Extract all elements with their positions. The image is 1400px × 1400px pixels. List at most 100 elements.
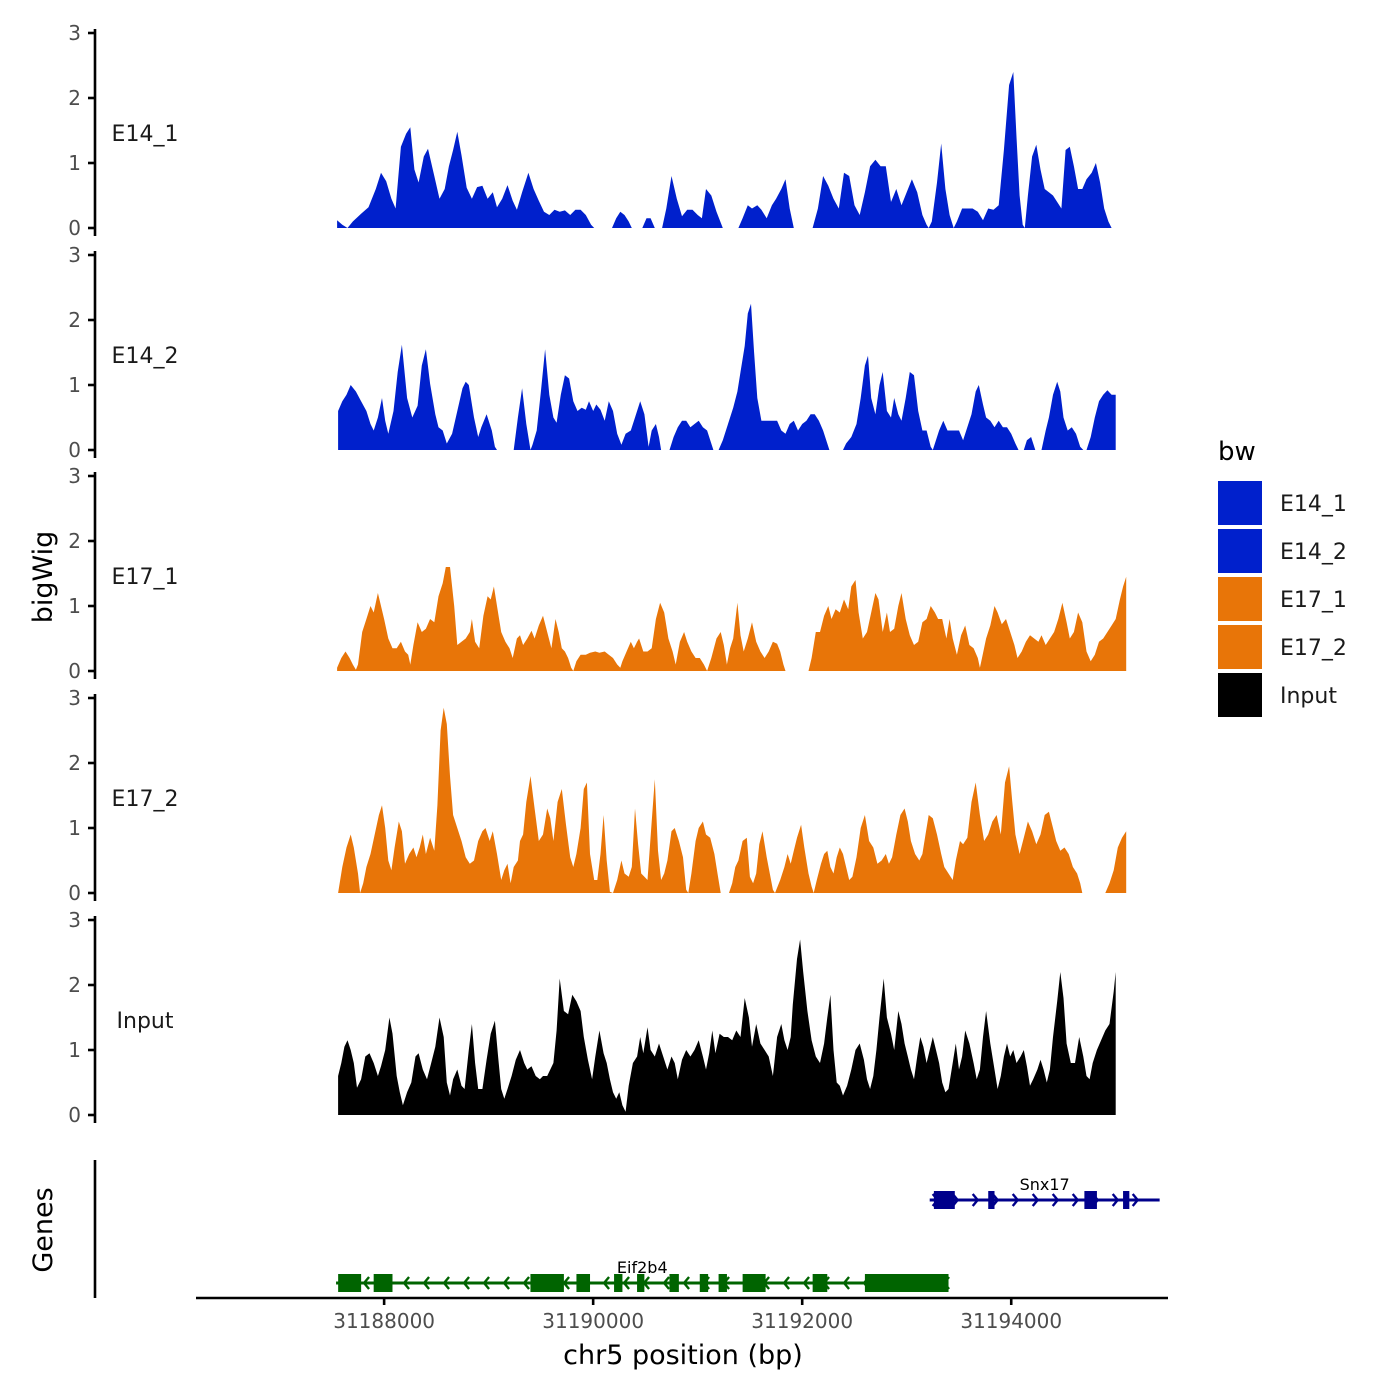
legend-swatch-E17_1	[1218, 577, 1262, 621]
strand-arrow	[362, 1276, 370, 1290]
strand-arrow	[782, 1276, 790, 1290]
exon	[812, 1274, 828, 1292]
strand-arrow	[422, 1276, 430, 1290]
gene-Eif2b4: Eif2b4	[336, 1258, 950, 1292]
y-tick-label: 1	[68, 151, 81, 175]
exon	[576, 1274, 591, 1292]
strand-arrow	[682, 1276, 690, 1290]
exon	[373, 1274, 393, 1292]
y-tick-label: 1	[68, 816, 81, 840]
exon	[1123, 1191, 1130, 1209]
strand-arrow	[662, 1276, 670, 1290]
y-tick-label: 0	[68, 659, 81, 683]
exon	[338, 1274, 362, 1292]
coverage-area-E17_2	[338, 707, 1127, 893]
coverage-area-Input	[338, 939, 1116, 1115]
exon	[614, 1274, 623, 1292]
exon	[669, 1274, 679, 1292]
exon	[718, 1274, 727, 1292]
y-tick-label: 2	[68, 86, 81, 110]
y-tick-label: 3	[68, 21, 81, 45]
exon	[637, 1274, 645, 1292]
strand-arrow	[522, 1276, 530, 1290]
y-tick-label: 3	[68, 464, 81, 488]
exon	[1084, 1191, 1097, 1209]
track-E14_2: 0 1 2 3 E14_2	[68, 243, 1116, 462]
track-label-E14_2: E14_2	[112, 344, 179, 369]
coverage-area-E14_1	[337, 72, 1112, 228]
y-tick-label: 0	[68, 1103, 81, 1127]
legend-swatch-E17_2	[1218, 625, 1262, 669]
y-tick-label: 0	[68, 438, 81, 462]
gene-label-Eif2b4: Eif2b4	[617, 1258, 668, 1277]
track-label-E14_1: E14_1	[112, 122, 179, 147]
x-tick-label: 31194000	[960, 1309, 1062, 1333]
exon	[988, 1191, 995, 1209]
strand-arrow	[622, 1276, 630, 1290]
strand-arrow	[1051, 1193, 1060, 1207]
strand-arrow	[971, 1193, 980, 1207]
coverage-area-E14_2	[338, 303, 1116, 450]
track-label-Input: Input	[117, 1009, 174, 1034]
strand-arrow	[462, 1276, 470, 1290]
strand-arrow	[1131, 1193, 1140, 1207]
y-tick-label: 1	[68, 1038, 81, 1062]
exon	[742, 1274, 766, 1292]
y-tick-label: 2	[68, 308, 81, 332]
legend-label-E14_1: E14_1	[1280, 492, 1347, 517]
strand-arrow	[1011, 1193, 1020, 1207]
legend-title: bw	[1218, 437, 1256, 467]
strand-arrow	[802, 1276, 810, 1290]
y-tick-label: 3	[68, 243, 81, 267]
strand-arrow	[442, 1276, 450, 1290]
strand-arrow	[402, 1276, 410, 1290]
legend-swatch-E14_2	[1218, 529, 1262, 573]
strand-arrow	[562, 1276, 570, 1290]
track-label-E17_1: E17_1	[112, 565, 179, 590]
track-label-E17_2: E17_2	[112, 787, 179, 812]
track-E14_1: 0 1 2 3 E14_1	[68, 21, 1112, 240]
gene-Snx17: Snx17	[929, 1175, 1160, 1209]
y-tick-label: 1	[68, 594, 81, 618]
y-tick-label: 1	[68, 373, 81, 397]
y-tick-label: 2	[68, 973, 81, 997]
exon	[933, 1191, 955, 1209]
y-tick-label: 0	[68, 881, 81, 905]
exon	[699, 1274, 709, 1292]
strand-arrow	[502, 1276, 510, 1290]
legend: bw E14_1 E14_2 E17_1 E17_2 Input	[1218, 437, 1347, 717]
genes-axis-title: Genes	[28, 1187, 59, 1272]
legend-label-E17_2: E17_2	[1280, 636, 1347, 661]
strand-arrow	[842, 1276, 850, 1290]
track-E17_2: 0 1 2 3 E17_2	[68, 686, 1127, 905]
track-Input: 0 1 2 3 Input	[68, 908, 1116, 1127]
track-E17_1: 0 1 2 3 E17_1	[68, 464, 1127, 683]
legend-label-Input: Input	[1280, 684, 1337, 709]
exon	[530, 1274, 564, 1292]
strand-arrow	[482, 1276, 490, 1290]
y-tick-label: 3	[68, 908, 81, 932]
coverage-panels: 0 1 2 3 E14_1 0 1 2 3 E14_2 0 1 2 3 E17_1 0 1 2 3 E17_2 0 1 2 3…	[68, 21, 1127, 1127]
y-tick-label: 2	[68, 751, 81, 775]
x-tick-label: 31188000	[333, 1309, 435, 1333]
x-tick-label: 31190000	[542, 1309, 644, 1333]
strand-arrow	[1071, 1193, 1080, 1207]
strand-arrow	[1031, 1193, 1040, 1207]
legend-label-E17_1: E17_1	[1280, 588, 1347, 613]
exon	[864, 1274, 949, 1292]
strand-arrow	[1111, 1193, 1120, 1207]
legend-label-E14_2: E14_2	[1280, 540, 1347, 565]
y-tick-label: 3	[68, 686, 81, 710]
y-tick-label: 0	[68, 216, 81, 240]
x-axis: 31188000 31190000 31192000 31194000	[196, 1296, 1168, 1333]
legend-swatch-E14_1	[1218, 481, 1262, 525]
gene-label-Snx17: Snx17	[1020, 1175, 1070, 1194]
y-tick-label: 2	[68, 529, 81, 553]
x-axis-title: chr5 position (bp)	[563, 1340, 803, 1371]
y-axis-title: bigWig	[28, 531, 59, 624]
x-tick-label: 31192000	[751, 1309, 853, 1333]
gene-track: Snx17 Eif2b4	[93, 1160, 1160, 1298]
strand-arrow	[602, 1276, 610, 1290]
legend-swatch-Input	[1218, 673, 1262, 717]
